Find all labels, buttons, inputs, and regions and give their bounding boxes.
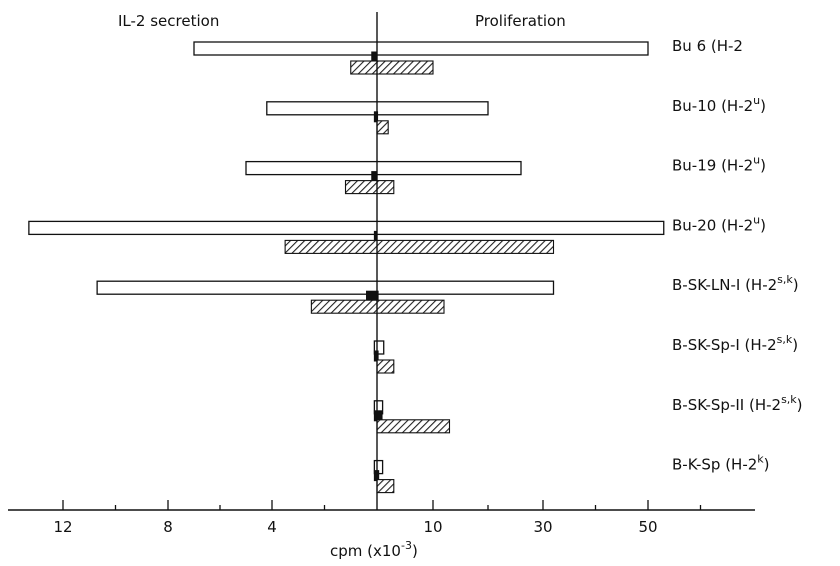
category-label-4: Bu-20 (H-2u) — [672, 213, 766, 234]
category-name: B-K-Sp (H-2 — [672, 456, 757, 474]
category-sup: k — [757, 453, 764, 466]
bar-hatched-3 — [344, 180, 395, 195]
x-axis-label: cpm (x10-3) — [330, 539, 418, 560]
bar-open-1 — [193, 41, 649, 56]
tick-label-right-10: 10 — [423, 518, 442, 536]
bar-hatched-1 — [350, 60, 434, 75]
x-axis-label-text: cpm (x10 — [330, 542, 401, 560]
bar-hatched-4 — [284, 239, 555, 254]
category-label-8: B-K-Sp (H-2k) — [672, 453, 770, 474]
bar-hatched-2 — [376, 120, 389, 135]
category-sup: s,k — [781, 393, 797, 406]
category-label-3: Bu-19 (H-2u) — [672, 154, 766, 175]
bar-solid-6 — [373, 350, 379, 362]
bar-open-6 — [373, 340, 385, 355]
category-sup: s,k — [777, 333, 793, 346]
category-tail: ) — [797, 396, 803, 414]
bar-hatched-7 — [376, 419, 451, 434]
bar-open-5 — [96, 280, 555, 295]
category-name: B-SK-Sp-I (H-2 — [672, 336, 777, 354]
bar-hatched-8 — [376, 479, 395, 494]
category-sup: u — [753, 94, 760, 107]
category-tail: ) — [760, 157, 766, 175]
category-tail: ) — [760, 97, 766, 115]
category-tail: ) — [792, 336, 798, 354]
category-tail: ) — [760, 216, 766, 234]
bar-hatched-6 — [376, 359, 395, 374]
tick-label-left-12: 12 — [53, 518, 72, 536]
category-sup: u — [753, 154, 760, 167]
left-panel-label: IL-2 secretion — [118, 12, 219, 30]
tick-label-left-8: 8 — [163, 518, 173, 536]
category-sup: u — [753, 213, 760, 226]
category-label-5: B-SK-LN-I (H-2s,k) — [672, 273, 799, 294]
category-tail: ) — [764, 456, 770, 474]
x-axis-label-exponent: -3 — [401, 539, 412, 552]
tick-label-right-50: 50 — [638, 518, 657, 536]
category-name: Bu-10 (H-2 — [672, 97, 753, 115]
category-name: Bu-19 (H-2 — [672, 157, 753, 175]
tick-label-right-30: 30 — [533, 518, 552, 536]
bars-group — [28, 41, 665, 494]
category-label-2: Bu-10 (H-2u) — [672, 94, 766, 115]
category-label-6: B-SK-Sp-I (H-2s,k) — [672, 333, 798, 354]
category-name: Bu-20 (H-2 — [672, 216, 753, 234]
bar-open-4 — [28, 220, 665, 236]
category-name: B-SK-LN-I (H-2 — [672, 276, 777, 294]
category-labels: Bu 6 (H-2Bu-10 (H-2u)Bu-19 (H-2u)Bu-20 (… — [672, 37, 803, 474]
right-panel-label: Proliferation — [475, 12, 566, 30]
tick-label-left-4: 4 — [267, 518, 277, 536]
category-name: B-SK-Sp-II (H-2 — [672, 396, 781, 414]
category-label-7: B-SK-Sp-II (H-2s,k) — [672, 393, 803, 414]
bar-open-3 — [245, 160, 522, 176]
category-sup: s,k — [777, 273, 793, 286]
x-axis-label-close: ) — [412, 542, 418, 560]
category-tail: ) — [793, 276, 799, 294]
category-name: Bu 6 (H-2 — [672, 37, 743, 55]
tick-group: 12 8 4 10 30 50 — [53, 500, 702, 536]
category-label-1: Bu 6 (H-2 — [672, 37, 743, 55]
